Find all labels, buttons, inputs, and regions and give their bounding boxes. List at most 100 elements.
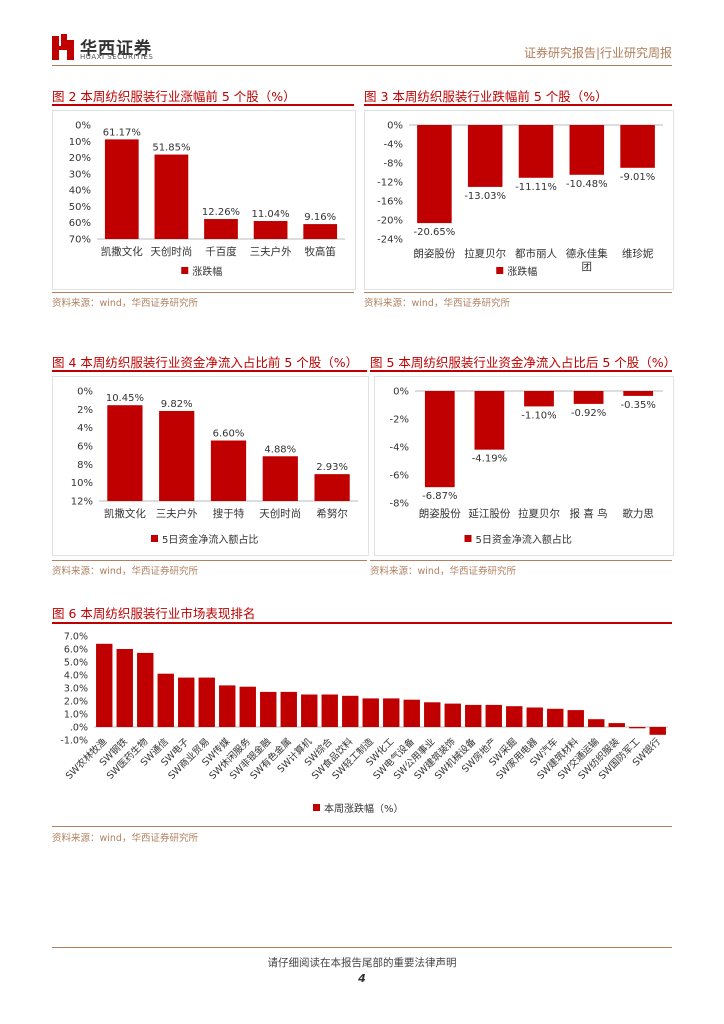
y-tick-label: 12%: [71, 497, 93, 508]
header-divider: [52, 65, 672, 66]
y-tick-label: 50%: [69, 202, 91, 213]
fig2-title: 图 2 本周纺织服装行业涨幅前 5 个股（%）: [52, 89, 296, 104]
bar: [262, 456, 298, 501]
fig4-title-rule: [52, 370, 367, 372]
y-tick-label: -4%: [384, 140, 403, 151]
y-tick-label: -16%: [377, 197, 403, 208]
bar: [629, 727, 646, 729]
category-label: 报 喜 鸟: [570, 507, 608, 520]
legend-label: 本周涨跌幅（%）: [324, 802, 404, 815]
data-label: -13.03%: [464, 191, 506, 202]
fig3-panel: 0% -4% -8% -12% -16% -20% -24% -20.65% 朗姿股份 -13.0…: [364, 110, 674, 290]
bar: [569, 125, 605, 175]
bar: [260, 691, 277, 727]
fig2-chart: 0% 10% 20% 30% 40% 50% 60% 70% 61.17% 凯撒文化 51.85% 天…: [69, 121, 345, 278]
bar: [253, 221, 288, 239]
y-tick-label: 20%: [69, 153, 91, 164]
bar: [219, 685, 236, 727]
category-label: 希努尔: [316, 507, 348, 520]
bar: [342, 695, 359, 727]
bar: [303, 224, 338, 239]
legend-swatch: [313, 804, 320, 811]
fig2-source: 资料来源：wind，华西证券研究所: [52, 298, 198, 309]
fig2-title-rule: [52, 104, 354, 106]
category-label: 凯撒文化: [101, 245, 143, 258]
category-label: 千百度: [205, 245, 237, 258]
bar: [526, 707, 543, 727]
y-tick-label: 0%: [387, 121, 403, 132]
data-label: 61.17%: [103, 127, 141, 138]
bar: [424, 702, 441, 727]
data-label: -0.92%: [571, 408, 606, 419]
fig5-title: 图 5 本周纺织服装行业资金净流入占比后 5 个股（%）: [370, 355, 677, 370]
bar: [321, 694, 338, 727]
data-label: 6.60%: [213, 429, 245, 440]
huaxi-logo-icon: [52, 34, 74, 60]
data-label: 12.26%: [202, 207, 240, 218]
bar: [314, 474, 350, 501]
bar: [465, 704, 482, 727]
y-tick-label: -8%: [384, 159, 403, 170]
bar: [506, 706, 523, 727]
fig4-source: 资料来源：wind，华西证券研究所: [52, 566, 198, 577]
bar: [107, 405, 143, 501]
category-label: 德永佳集: [566, 247, 608, 260]
y-tick-label: -4%: [390, 443, 409, 454]
bar: [573, 391, 604, 404]
bar: [620, 125, 655, 168]
y-tick-label: 1.0%: [64, 710, 88, 721]
category-label: 拉夏贝尔: [464, 247, 506, 260]
bar: [467, 125, 503, 187]
category-label-continued: 团: [582, 261, 593, 273]
bar: [474, 391, 505, 450]
category-label: 凯撒文化: [104, 507, 146, 520]
data-label: -11.11%: [515, 182, 557, 193]
y-tick-label: 30%: [69, 169, 91, 180]
y-tick-label: 3.0%: [64, 684, 88, 695]
fig2-source-rule: [52, 292, 354, 293]
fig3-chart: 0% -4% -8% -12% -16% -20% -24% -20.65% 朗姿股份 -13.0…: [377, 121, 663, 278]
y-tick-label: 40%: [69, 186, 91, 197]
bar: [403, 699, 420, 727]
bar: [137, 652, 154, 727]
y-tick-label: 6%: [77, 442, 93, 453]
data-label: -10.48%: [566, 179, 608, 190]
y-tick-label: 8%: [77, 460, 93, 471]
data-label: -1.10%: [521, 410, 556, 421]
bar: [210, 440, 247, 501]
fig4-title: 图 4 本周纺织服装行业资金净流入占比前 5 个股（%）: [52, 355, 359, 370]
category-label: 朗姿股份: [413, 247, 455, 260]
category-label: 歌力思: [622, 507, 654, 520]
fig3-source-rule: [364, 292, 672, 293]
report-type: 证券研究报告|行业研究周报: [523, 46, 672, 60]
category-label: 延江股份: [468, 508, 510, 520]
y-tick-label: 6.0%: [64, 645, 88, 656]
bar: [588, 719, 605, 727]
y-tick-label: -1.0%: [60, 736, 88, 747]
bar: [518, 125, 554, 178]
page-number: 4: [358, 972, 366, 985]
y-tick-label: 4%: [77, 423, 93, 434]
bar: [524, 391, 554, 407]
bar: [485, 704, 502, 727]
data-label: 9.82%: [161, 399, 193, 410]
bar: [608, 723, 625, 727]
legend-swatch: [181, 267, 189, 274]
fig4-chart: 0% 2% 4% 6% 8% 10% 12% 10.45% 凯撒文化 9.82% 三夫户外 6.60%…: [71, 387, 358, 546]
fig5-title-rule: [370, 370, 672, 372]
bar: [198, 677, 215, 727]
bar: [301, 694, 318, 727]
y-tick-label: -12%: [377, 178, 403, 189]
y-tick-label: -20%: [377, 216, 403, 227]
data-label: 11.04%: [252, 209, 290, 220]
y-tick-label: 7.0%: [64, 632, 88, 643]
category-label: 牧高笛: [304, 245, 336, 258]
category-label: 都市丽人: [515, 247, 557, 260]
y-tick-label: -2%: [390, 415, 409, 426]
category-label: 拉夏贝尔: [518, 507, 560, 520]
footer-divider: [52, 947, 672, 948]
y-tick-label: 0%: [393, 387, 409, 398]
fig5-source-rule: [370, 560, 672, 561]
fig6-title: 图 6 本周纺织服装行业市场表现排名: [52, 606, 256, 621]
fig3-title-rule: [364, 104, 672, 106]
